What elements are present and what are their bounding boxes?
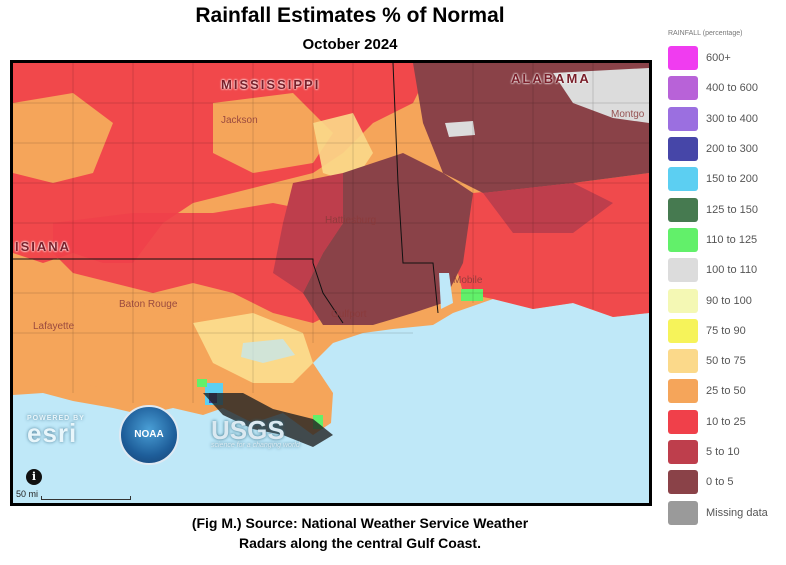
legend-label: 150 to 200	[706, 173, 758, 186]
zone-25-50-west	[13, 93, 113, 183]
map-canvas	[13, 63, 649, 503]
state-label-alabama: ALABAMA	[511, 71, 591, 86]
county-lines	[13, 63, 649, 403]
usgs-logo: USGS science for a changing world	[211, 415, 300, 449]
legend-label: 75 to 90	[706, 324, 746, 337]
city-label-baton-rouge: Baton Rouge	[119, 299, 178, 310]
legend-item: 400 to 600	[668, 73, 783, 103]
city-label-montgomery: Montgo	[611, 109, 645, 120]
scale-label: 50 mi	[16, 489, 39, 499]
legend-label: Missing data	[706, 506, 768, 519]
zone-110-125-delta	[313, 415, 323, 429]
zone-50-75-northeast	[313, 113, 373, 183]
state-label-mississippi: MISSISSIPPI	[221, 77, 321, 92]
legend-swatch	[668, 440, 698, 464]
legend-swatch	[668, 318, 698, 343]
legend-label: 400 to 600	[706, 82, 758, 95]
zone-10-25-north	[13, 63, 433, 263]
legend-item: 25 to 50	[668, 376, 783, 406]
legend-swatch	[668, 106, 698, 131]
legend-swatch	[668, 379, 698, 404]
legend-label: 25 to 50	[706, 385, 746, 398]
legend-label: 50 to 75	[706, 355, 746, 368]
rainfall-map[interactable]: MISSISSIPPI ALABAMA ISIANA Jackson Hatti…	[10, 60, 652, 506]
zone-25-50-mid	[213, 93, 333, 173]
zone-5-10-east	[483, 183, 613, 233]
legend-title: RAINFALL (percentage)	[668, 30, 743, 37]
esri-logo: POWERED BY esri	[27, 415, 85, 448]
legend-item: 300 to 400	[668, 104, 783, 134]
zone-110-125-delta-2	[197, 379, 207, 387]
legend-item: 5 to 10	[668, 437, 783, 467]
city-label-mobile: Mobile	[453, 275, 483, 286]
legend-label: 0 to 5	[706, 476, 734, 489]
legend-item: Missing data	[668, 497, 783, 527]
legend-label: 110 to 125	[706, 233, 758, 246]
zone-110-125-mobile	[461, 289, 483, 301]
legend-item: 0 to 5	[668, 467, 783, 497]
legend-item: 75 to 90	[668, 316, 783, 346]
legend-label: 200 to 300	[706, 143, 758, 156]
figure-caption: (Fig M.) Source: National Weather Servic…	[191, 515, 529, 551]
city-label-hattiesburg: Hattiesburg	[325, 215, 377, 226]
legend-swatch	[668, 227, 698, 252]
zone-5-10-band	[273, 173, 343, 293]
state-label-louisiana: ISIANA	[15, 239, 72, 254]
legend-rows: 600+ 400 to 600 300 to 400 200 to 300 150 to…	[668, 43, 783, 528]
legend-label: 125 to 150	[706, 203, 758, 216]
state-borders	[13, 63, 439, 324]
legend-label: 300 to 400	[706, 112, 758, 125]
legend-swatch	[668, 409, 698, 434]
legend-swatch	[668, 288, 698, 313]
legend-item: 150 to 200	[668, 164, 783, 194]
map-title: Rainfall Estimates % of Normal	[195, 4, 505, 27]
legend: RAINFALL (percentage) 600+ 400 to 600 300 …	[668, 30, 783, 528]
legend-swatch	[668, 167, 698, 192]
legend-item: 125 to 150	[668, 194, 783, 224]
legend-item: 100 to 110	[668, 255, 783, 285]
zone-0-5-central	[303, 153, 473, 325]
legend-label: 100 to 110	[706, 264, 758, 277]
legend-item: 10 to 25	[668, 407, 783, 437]
noaa-logo: NOAA	[119, 405, 179, 465]
legend-swatch	[668, 500, 698, 525]
legend-item: 200 to 300	[668, 134, 783, 164]
info-icon[interactable]: i	[26, 469, 42, 485]
legend-swatch	[668, 46, 698, 71]
city-label-gulfport: Gulfport	[331, 309, 367, 320]
legend-swatch	[668, 197, 698, 222]
legend-swatch	[668, 137, 698, 162]
scale-bar	[41, 496, 131, 500]
legend-item: 90 to 100	[668, 285, 783, 315]
lake-pontchartrain	[241, 339, 295, 363]
city-label-lafayette: Lafayette	[33, 321, 75, 332]
city-label-jackson: Jackson	[221, 115, 258, 126]
legend-label: 5 to 10	[706, 446, 740, 458]
legend-swatch	[668, 349, 698, 374]
legend-swatch	[668, 76, 698, 101]
legend-label: 600+	[706, 52, 731, 65]
legend-swatch	[668, 470, 698, 495]
legend-item: 110 to 125	[668, 225, 783, 255]
zone-100-110-ne	[553, 68, 649, 123]
map-subtitle: October 2024	[302, 36, 398, 53]
legend-swatch	[668, 258, 698, 283]
zone-100-110-patch	[445, 121, 475, 137]
legend-label: 10 to 25	[706, 415, 746, 428]
legend-label: 90 to 100	[706, 294, 752, 307]
legend-item: 50 to 75	[668, 346, 783, 376]
mobile-bay	[439, 273, 453, 309]
delta-marsh	[203, 393, 333, 447]
legend-item: 600+	[668, 43, 783, 73]
